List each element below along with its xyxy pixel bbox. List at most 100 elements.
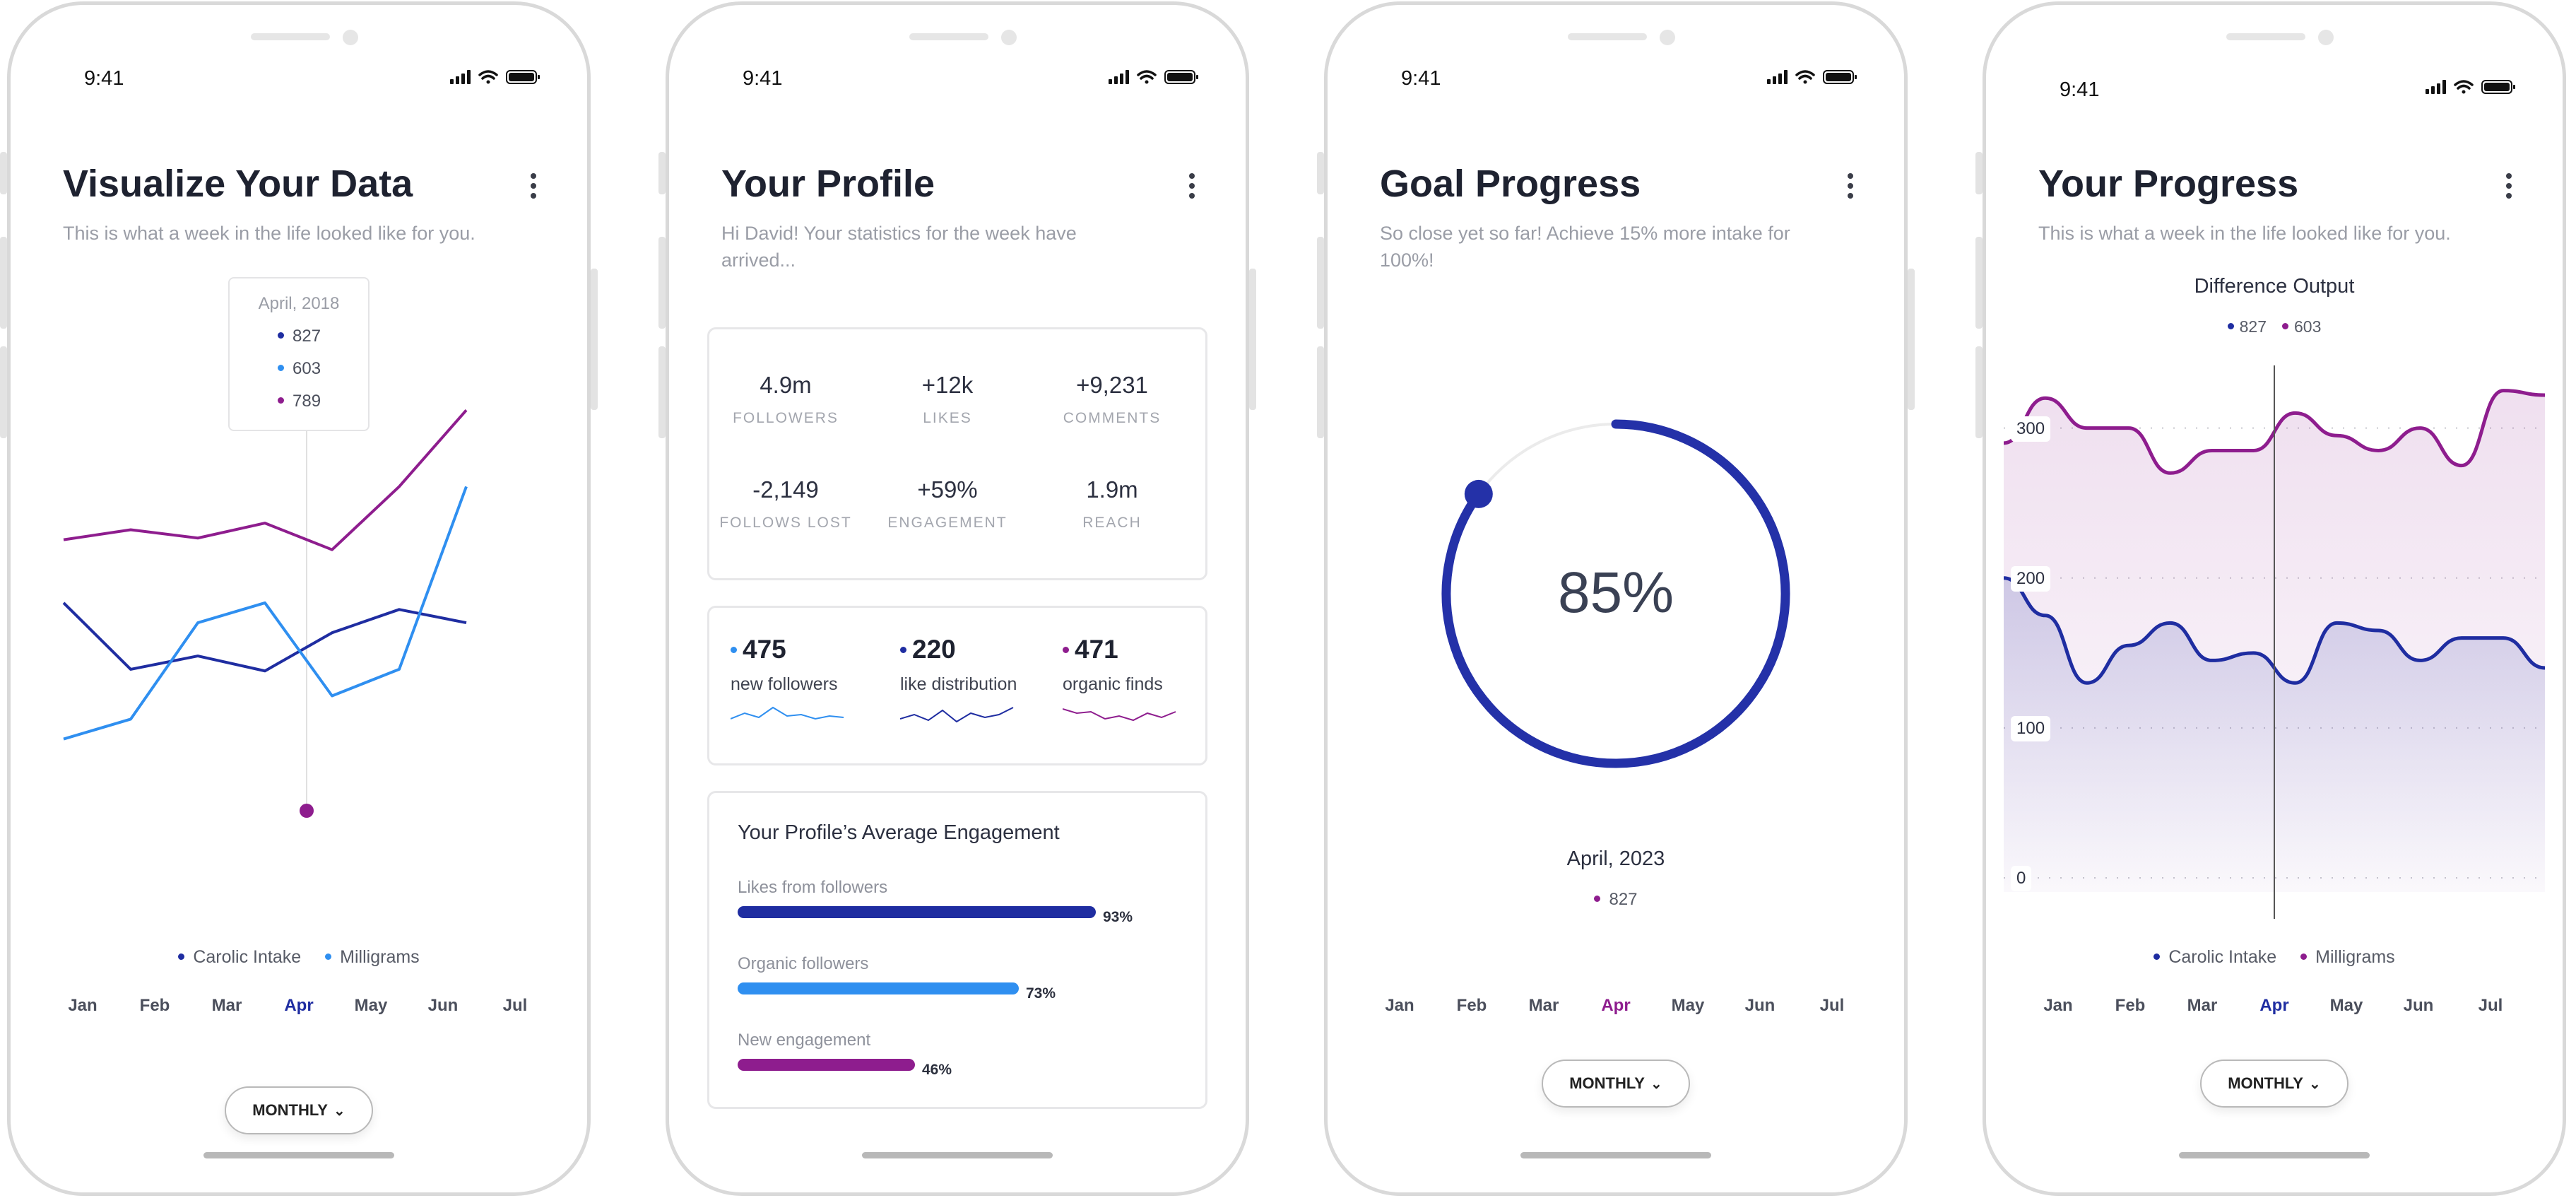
engagement-card: Your Profile’s Average Engagement Likes … <box>707 791 1207 1109</box>
page-subtitle: Hi David! Your statistics for the week h… <box>721 223 1077 271</box>
page-title: Goal Progress <box>1380 163 1641 205</box>
chart-cursor-dot <box>300 804 314 818</box>
month-jun[interactable]: Jun <box>2403 996 2434 1015</box>
month-feb[interactable]: Feb <box>1456 996 1487 1015</box>
progress-ring <box>1441 419 1790 768</box>
month-may[interactable]: May <box>354 996 388 1015</box>
phone-visualize: 9:41 Visualize Your Data This is what a … <box>7 1 591 1196</box>
monthly-label: MONTHLY <box>1569 1074 1645 1092</box>
speaker <box>909 33 988 40</box>
month-feb[interactable]: Feb <box>2115 996 2146 1015</box>
month-jun[interactable]: Jun <box>1744 996 1776 1015</box>
month-apr[interactable]: Apr <box>1601 996 1631 1015</box>
legend-item-carolic: Carolic Intake <box>2153 947 2276 968</box>
stat-comments: +9,231 COMMENTS <box>1063 372 1162 426</box>
home-indicator <box>2179 1152 2370 1158</box>
month-mar[interactable]: Mar <box>2187 996 2218 1015</box>
month-jul[interactable]: Jul <box>2478 996 2503 1015</box>
series-line-carolic-intake <box>62 602 467 673</box>
side-button <box>0 346 7 438</box>
series-line-827 <box>2003 576 2546 685</box>
mini-like-distribution: 220 like distribution <box>899 635 1020 728</box>
legend-dot <box>278 332 284 339</box>
month-mar[interactable]: Mar <box>211 996 242 1015</box>
month-axis: Jan Feb Mar Apr May Jun Jul <box>1370 996 1862 1016</box>
month-feb[interactable]: Feb <box>139 996 170 1015</box>
status-icons <box>1109 69 1202 89</box>
month-apr[interactable]: Apr <box>2259 996 2289 1015</box>
month-jul[interactable]: Jul <box>502 996 528 1015</box>
battery-icon <box>506 70 540 84</box>
series-line-603 <box>2003 389 2546 475</box>
status-icons <box>1767 69 1860 89</box>
status-icons <box>2426 78 2519 99</box>
monthly-dropdown[interactable]: MONTHLY ⌄ <box>2200 1060 2348 1108</box>
month-jul[interactable]: Jul <box>1819 996 1845 1015</box>
camera <box>343 30 358 45</box>
month-may[interactable]: May <box>1671 996 1705 1015</box>
page-subtitle: This is what a week in the life looked l… <box>63 223 475 244</box>
status-time: 9:41 <box>84 67 124 90</box>
progress-percent: 85% <box>1557 561 1674 625</box>
camera <box>1001 30 1017 45</box>
more-options-icon[interactable] <box>1848 173 1855 203</box>
y-tick-label: 0 <box>2011 866 2032 891</box>
legend-item-milligrams: Milligrams <box>2300 947 2395 968</box>
stat-followers: 4.9m FOLLOWERS <box>733 372 839 426</box>
phone-goal-progress: 9:41 Goal Progress So close yet so far! … <box>1324 1 1908 1196</box>
home-indicator <box>862 1152 1053 1158</box>
month-axis: Jan Feb Mar Apr May Jun Jul <box>2028 996 2520 1016</box>
camera <box>2318 30 2334 45</box>
tooltip-date: April, 2018 <box>258 294 340 313</box>
side-button <box>1975 237 1983 329</box>
signal-icon <box>1767 70 1788 84</box>
battery-icon <box>2481 80 2515 94</box>
month-jan[interactable]: Jan <box>68 996 98 1015</box>
stats-card: 4.9m FOLLOWERS +12k LIKES +9,231 COMMENTS -… <box>707 327 1207 580</box>
more-options-icon[interactable] <box>2506 173 2513 203</box>
monthly-dropdown[interactable]: MONTHLY ⌄ <box>225 1086 373 1134</box>
y-tick-label: 300 <box>2011 416 2051 442</box>
chart-tooltip: April, 2018 827 603 789 <box>228 277 370 431</box>
side-button <box>1317 152 1324 194</box>
engagement-row: Likes from followers 93% <box>738 878 1133 925</box>
sparkline <box>1062 708 1176 722</box>
y-tick-label: 200 <box>2011 565 2051 592</box>
month-jan[interactable]: Jan <box>2043 996 2073 1015</box>
month-jun[interactable]: Jun <box>427 996 459 1015</box>
more-options-icon[interactable] <box>531 173 538 203</box>
status-icons <box>450 69 543 89</box>
side-button <box>0 237 7 329</box>
more-options-icon[interactable] <box>1189 173 1196 203</box>
month-jan[interactable]: Jan <box>1385 996 1414 1015</box>
series-line-milligrams-purple <box>63 409 468 551</box>
legend-dot <box>278 397 284 404</box>
battery-icon <box>1823 70 1857 84</box>
engagement-title: Your Profile’s Average Engagement <box>738 821 1060 844</box>
monthly-dropdown[interactable]: MONTHLY ⌄ <box>1542 1060 1690 1108</box>
status-time: 9:41 <box>1401 67 1441 90</box>
month-mar[interactable]: Mar <box>1528 996 1559 1015</box>
stat-follows-lost: -2,149 FOLLOWS LOST <box>719 476 852 531</box>
series-line-milligrams <box>63 486 468 741</box>
stat-engagement: +59% ENGAGEMENT <box>887 476 1008 531</box>
month-may[interactable]: May <box>2329 996 2363 1015</box>
tooltip-value: 603 <box>293 359 321 378</box>
progress-arc <box>1441 419 1790 768</box>
signal-icon <box>450 70 471 84</box>
sparkline <box>899 707 1014 723</box>
home-indicator <box>1520 1152 1711 1158</box>
side-button <box>1908 269 1915 410</box>
side-button <box>658 346 666 438</box>
mini-organic-finds: 471 organic finds <box>1062 635 1183 728</box>
chevron-down-icon: ⌄ <box>333 1103 345 1119</box>
speaker <box>1568 33 1647 40</box>
wifi-icon <box>1137 70 1157 84</box>
battery-icon <box>1164 70 1198 84</box>
month-axis: Jan Feb Mar Apr May Jun Jul <box>53 996 545 1016</box>
month-apr[interactable]: Apr <box>284 996 314 1015</box>
progress-knob <box>1464 479 1493 508</box>
chevron-down-icon: ⌄ <box>2308 1076 2321 1092</box>
progress-bar <box>738 1059 915 1071</box>
signal-icon <box>1109 70 1129 84</box>
